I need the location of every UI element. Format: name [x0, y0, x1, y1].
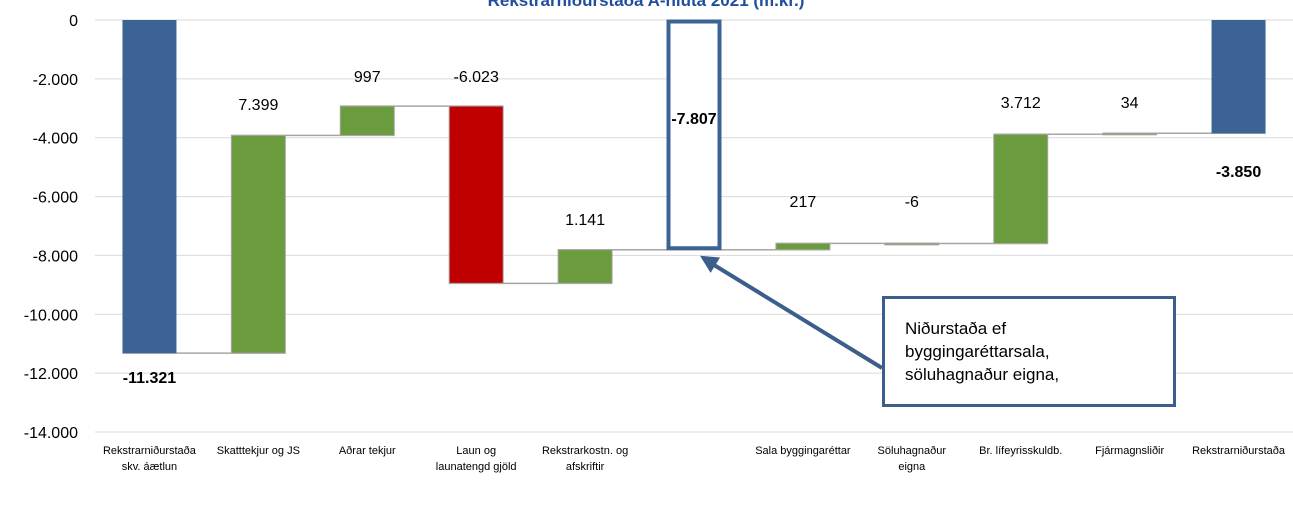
y-tick-label: -8.000 — [33, 248, 78, 265]
delta-bar — [775, 242, 831, 251]
category-label: Br. lífeyrisskuldb. — [979, 445, 1062, 457]
category-label: Aðrar tekjur — [339, 445, 396, 457]
y-axis-ticks: 0 -2.000 -4.000 -6.000 -8.000 -10.000 -12.000 -… — [24, 13, 78, 442]
data-label: 217 — [790, 194, 817, 211]
callout-line-3: söluhagnaður eigna, — [905, 365, 1060, 384]
annotation-arrowhead — [700, 255, 721, 273]
highlight-bar — [666, 19, 722, 251]
annotation-callout: Niðurstaða ef byggingaréttarsala, söluha… — [882, 296, 1176, 407]
category-label: skv. áætlun — [122, 461, 177, 473]
chart-title: Rekstrarniðurstaða A-hluta 2021 (m.kr.) — [488, 0, 805, 10]
y-tick-label: 0 — [69, 13, 78, 30]
data-label: -6 — [905, 194, 919, 211]
y-tick-label: -4.000 — [33, 131, 78, 148]
data-label: 34 — [1121, 95, 1139, 112]
data-label: 7.399 — [238, 97, 278, 114]
category-label: Rekstrarniðurstaða — [103, 445, 197, 457]
data-label: 997 — [354, 69, 381, 86]
callout-line-1: Niðurstaða ef — [905, 319, 1007, 338]
delta-bar — [557, 249, 613, 284]
data-label: -6.023 — [453, 69, 498, 86]
delta-bar — [339, 105, 395, 136]
category-label: Rekstrarkostn. og — [542, 445, 628, 457]
chart-title-layer: Rekstrarniðurstaða A-hluta 2021 (m.kr.) — [488, 0, 805, 10]
data-label: 1.141 — [565, 212, 605, 229]
annotation-arrow-line — [710, 262, 884, 370]
delta-bar — [993, 133, 1049, 245]
category-label: Rekstrarniðurstaða — [1192, 445, 1286, 457]
y-tick-label: -10.000 — [24, 307, 78, 324]
delta-bar — [1102, 132, 1158, 136]
category-label: eigna — [898, 461, 926, 473]
x-axis-categories: Rekstrarniðurstaða skv. áætlun Skatttekjur… — [103, 445, 1286, 473]
category-label: afskriftir — [566, 461, 605, 473]
y-tick-label: -6.000 — [33, 190, 78, 207]
category-label: Laun og — [456, 445, 496, 457]
delta-bar — [230, 134, 286, 354]
category-label: launatengd gjöld — [436, 461, 517, 473]
data-label: -3.850 — [1216, 164, 1261, 181]
bar-layer — [122, 19, 1266, 354]
delta-bar — [448, 105, 504, 284]
y-tick-label: -14.000 — [24, 425, 78, 442]
callout-line-2: byggingaréttarsala, — [905, 342, 1050, 361]
data-label: -7.807 — [671, 111, 716, 128]
annotation-arrow-layer — [700, 255, 884, 370]
category-label: Skatttekjur og JS — [217, 445, 300, 457]
category-label: Söluhagnaður — [878, 445, 947, 457]
data-label: 3.712 — [1001, 95, 1041, 112]
y-tick-label: -12.000 — [24, 366, 78, 383]
y-tick-label: -2.000 — [33, 72, 78, 89]
category-label: Sala byggingaréttar — [755, 445, 851, 457]
data-label: -11.321 — [123, 370, 176, 387]
data-label-layer: -11.321 7.399 997 -6.023 1.141 -7.807 217 -6 3.7… — [123, 69, 1262, 387]
category-label: Fjármagnsliðir — [1095, 445, 1164, 457]
delta-bar — [884, 242, 940, 246]
total-bar — [1211, 20, 1266, 134]
total-bar — [122, 20, 177, 354]
